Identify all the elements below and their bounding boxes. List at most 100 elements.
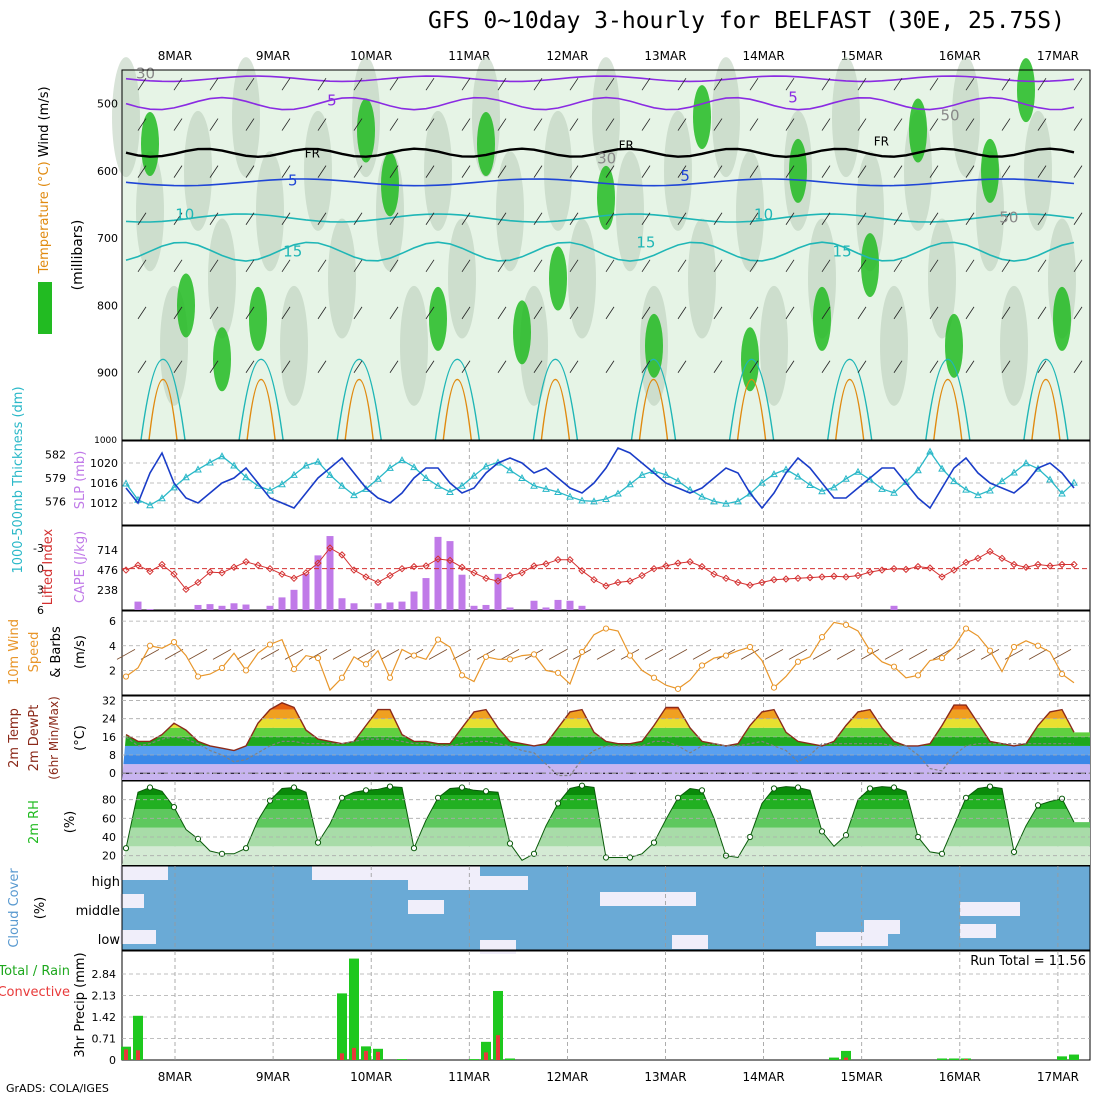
upper-wind-barb (533, 360, 543, 373)
surface-wind-barb (836, 649, 856, 660)
upper-wind-barb (317, 259, 327, 273)
rh-axis-label: 2m RH (27, 800, 42, 844)
rh-marker (506, 840, 514, 847)
date-label-bottom: 14MAR (743, 1070, 785, 1084)
wind-speed-marker (722, 652, 730, 659)
upper-wind-barb (389, 259, 399, 273)
lifted-marker (590, 575, 598, 584)
wind-speed-marker (506, 656, 514, 663)
lifted-tick-label: 3 (37, 583, 44, 596)
isotherm-25 (246, 378, 276, 441)
upper-wind-barb (389, 212, 399, 225)
wind-speed-marker (242, 667, 250, 674)
precip-panel-frame (121, 950, 1091, 1061)
isotherm-m10 (125, 75, 1075, 83)
wind-speed-marker (914, 672, 922, 679)
rh-shading (232, 57, 260, 178)
cape-bar (422, 578, 430, 610)
upper-wind-barb (713, 259, 723, 273)
thickness-marker (974, 491, 982, 499)
wind-speed-marker (362, 661, 370, 668)
cape-bar (482, 604, 490, 610)
upper-wind-barb (353, 360, 363, 373)
wind-tick-label: 6 (109, 615, 116, 628)
upper-wind-barb (1037, 212, 1047, 225)
thickness-marker (1010, 468, 1018, 476)
precip-tick-label: 1.42 (92, 1011, 117, 1024)
lifted-marker (182, 585, 190, 594)
upper-wind-barb (1001, 259, 1011, 273)
thickness-marker (1022, 459, 1030, 467)
rh-tick-label: 60 (102, 812, 116, 825)
upper-wind-barb (605, 77, 615, 91)
rh-marker (554, 800, 562, 807)
lifted-marker (326, 544, 334, 552)
isotherm-label: 10 (175, 205, 194, 223)
upper-wind-barb (209, 259, 219, 273)
lifted-tick-label: 0 (37, 563, 44, 576)
rh-marker (194, 835, 202, 842)
temp-tick-label: 32 (102, 695, 116, 708)
upper-wind-barb (965, 306, 975, 320)
rh-marker (434, 794, 442, 801)
upper-wind-barb (749, 360, 759, 373)
upper-wind-barb (389, 77, 399, 91)
cape-bar (470, 605, 478, 610)
thickness-marker (146, 501, 154, 509)
temp-color-band (122, 702, 1090, 710)
date-label-top: 8MAR (158, 49, 193, 63)
upper-wind-barb (641, 360, 651, 373)
surface-wind-barb (548, 649, 568, 660)
isotherm-10 (125, 213, 1075, 223)
upper-wind-barb (929, 360, 939, 373)
upper-wind-barb (425, 165, 435, 178)
upper-wind-barb (461, 118, 471, 131)
upper-wind-barb (209, 165, 219, 178)
rh-shading (760, 285, 788, 406)
isotherm-25 (344, 378, 374, 441)
cloud-clear-cell (864, 920, 900, 934)
upper-wind-barb (749, 165, 759, 178)
cloud-row-label: middle (76, 904, 120, 919)
isotherm-20 (434, 358, 480, 441)
rh-high-shading (861, 233, 879, 298)
cape-bar (530, 600, 538, 610)
date-label-top: 12MAR (546, 49, 588, 63)
upper-wind-barb (605, 212, 615, 225)
upper-wind-barb (1073, 360, 1083, 373)
thickness-marker (1046, 475, 1054, 483)
rh-marker (650, 839, 658, 846)
wind-speed-marker (482, 653, 490, 660)
upper-wind-barb (281, 360, 291, 373)
wind-speed-marker (194, 673, 202, 680)
lifted-marker (158, 560, 166, 569)
thickness-marker (566, 492, 574, 500)
lifted-marker (230, 563, 238, 571)
rh-marker (698, 787, 706, 794)
upper-wind-barb (425, 360, 435, 373)
wind-speed-marker (962, 625, 970, 632)
thickness-marker (410, 463, 418, 471)
upper-wind-barb (137, 306, 147, 320)
lifted-marker (614, 578, 622, 587)
upper-wind-barb (857, 212, 867, 225)
upper-wind-barb (1073, 165, 1083, 178)
precip-legend-total: Total / Rain (0, 964, 70, 979)
wind-speed-marker (1010, 643, 1018, 651)
upper-wind-barb (209, 118, 219, 131)
lifted-marker (926, 564, 934, 572)
isotherm-label: FR (874, 134, 889, 148)
surface-wind-barb (740, 649, 760, 660)
cape-bar (134, 601, 142, 610)
thickness-marker (962, 485, 970, 493)
rh-high-shading (429, 286, 447, 351)
rh-marker (242, 845, 250, 852)
date-label-bottom: 17MAR (1037, 1070, 1079, 1084)
cape-bar (350, 603, 358, 610)
isotherm-25 (638, 378, 669, 441)
cape-bar (410, 591, 418, 610)
cape-bar (566, 600, 574, 610)
cape-bar (278, 597, 286, 610)
isotherm-20 (630, 358, 677, 441)
lifted-marker (398, 564, 406, 573)
